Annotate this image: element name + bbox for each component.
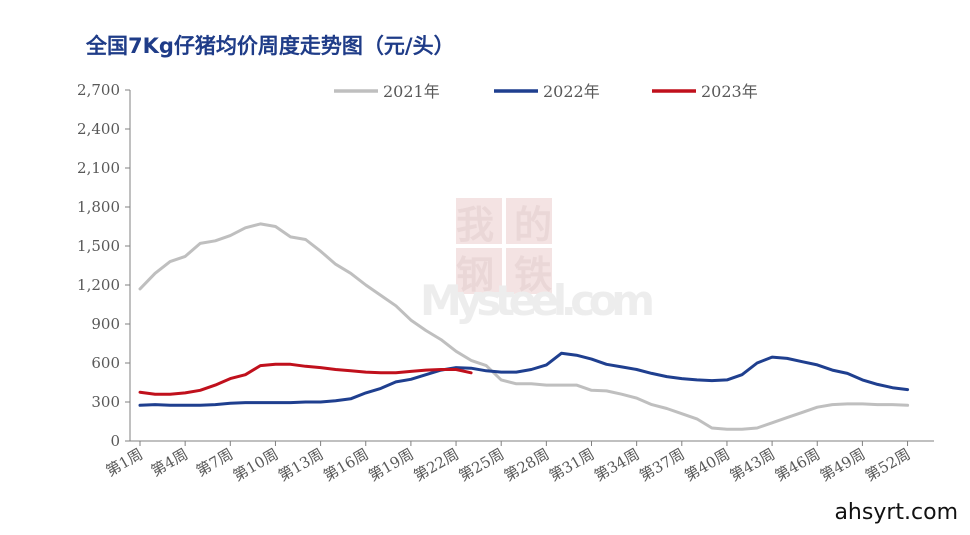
- y-tick-label: 600: [91, 354, 120, 372]
- axes: [129, 90, 934, 442]
- y-tick-label: 2,100: [77, 159, 120, 177]
- legend: 2021年 2022年 2023年: [334, 82, 758, 101]
- y-tick-label: 300: [91, 393, 120, 411]
- x-tick-group: 第1周 第4周 第7周第10周第13周第16周第19周第22周第25周第28周第31…: [103, 441, 914, 485]
- series-line-2021: [138, 222, 910, 431]
- watermark: 我的 钢铁 Mysteel.com: [420, 198, 655, 325]
- watermark-box-2: [506, 198, 552, 244]
- watermark-box-4: [506, 248, 552, 294]
- x-tick-label: 第46周: [772, 445, 824, 485]
- y-tick-label: 2,700: [77, 81, 120, 99]
- x-tick-label: 第1周: [103, 445, 146, 480]
- x-tick-label: 第49周: [817, 445, 869, 485]
- y-tick-group: 0 300 600 900 1,200 1,500 1,800 2,100 2,400 2,700: [77, 81, 130, 450]
- y-tick-label: 1,800: [77, 198, 120, 216]
- x-tick-label: 第52周: [862, 445, 914, 485]
- x-tick-label: 第40周: [681, 445, 733, 485]
- y-tick-label: 0: [110, 432, 120, 450]
- x-tick-label: 第16周: [320, 445, 372, 485]
- legend-label-2021: 2021年: [383, 82, 440, 101]
- series-lines: [138, 222, 910, 431]
- watermark-cn-1: 我的: [456, 202, 552, 247]
- x-tick-label: 第37周: [636, 445, 688, 485]
- x-tick-label: 第28周: [501, 445, 553, 485]
- x-tick-label: 第13周: [275, 445, 327, 485]
- x-tick-label: 第10周: [230, 445, 282, 485]
- watermark-box-1: [456, 198, 502, 244]
- series-line-2022: [138, 351, 910, 407]
- x-tick-label: 第7周: [193, 445, 236, 480]
- y-tick-label: 1,500: [77, 237, 120, 255]
- x-tick-label: 第43周: [727, 445, 779, 485]
- y-tick-label: 2,400: [77, 120, 120, 138]
- site-label: ahsyrt.com: [832, 500, 960, 525]
- x-tick-label: 第25周: [456, 445, 508, 485]
- legend-label-2023: 2023年: [701, 82, 758, 101]
- x-tick-label: 第31周: [546, 445, 598, 485]
- x-tick-label: 第22周: [411, 445, 463, 485]
- chart-title: 全国7Kg仔猪均价周度走势图（元/头）: [86, 34, 455, 58]
- x-tick-label: 第19周: [365, 445, 417, 485]
- series-line-2023: [138, 362, 473, 396]
- y-tick-label: 1,200: [77, 276, 120, 294]
- watermark-en: Mysteel.com: [420, 276, 655, 325]
- legend-label-2022: 2022年: [543, 82, 600, 101]
- x-tick-label: 第34周: [591, 445, 643, 485]
- x-tick-label: 第4周: [148, 445, 191, 480]
- y-tick-label: 900: [91, 315, 120, 333]
- watermark-box-3: [456, 248, 502, 294]
